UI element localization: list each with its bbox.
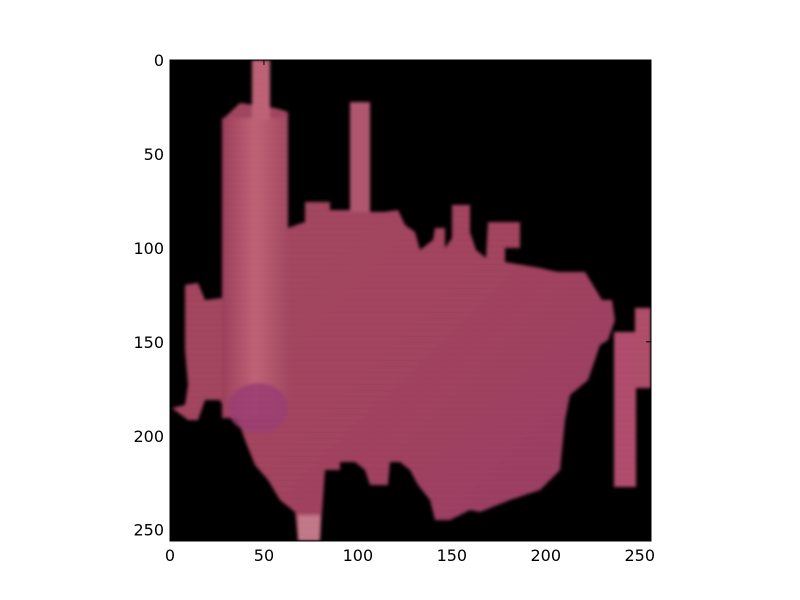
x-axis: 0 50 100 150 200 250	[165, 60, 655, 565]
y-tick-label: 250	[133, 521, 164, 540]
y-tick-label: 0	[154, 51, 164, 70]
y-tick-label: 50	[144, 145, 164, 164]
y-tick-label: 200	[133, 427, 164, 446]
x-tick-label: 100	[343, 546, 374, 565]
x-tick-label: 200	[531, 546, 562, 565]
y-tick-label: 100	[133, 239, 164, 258]
x-tick-label: 250	[624, 546, 655, 565]
image-area	[170, 60, 651, 541]
object-texture	[175, 60, 651, 541]
y-axis: 0 50 100 150 200 250	[133, 51, 651, 540]
axes-frame	[169, 59, 652, 542]
x-tick-label: 50	[254, 546, 274, 565]
x-tick-label: 0	[165, 546, 175, 565]
y-tick-label: 150	[133, 333, 164, 352]
x-tick-label: 150	[437, 546, 468, 565]
